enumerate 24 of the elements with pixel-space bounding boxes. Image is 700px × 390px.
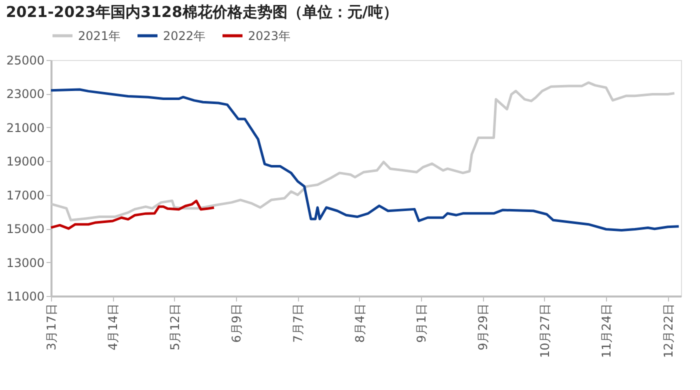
x-tick-label: 5月12日 — [168, 304, 182, 350]
y-tick-label: 13000 — [6, 256, 44, 270]
x-tick-label: 11月24日 — [600, 304, 614, 358]
x-tick-label: 9月29日 — [476, 304, 490, 350]
legend-label: 2022年 — [163, 28, 206, 43]
x-tick-label: 7月7日 — [291, 304, 306, 343]
x-tick-label: 3月17日 — [44, 304, 58, 350]
x-tick-label: 12月22日 — [661, 304, 676, 358]
legend-label: 2023年 — [248, 28, 291, 43]
x-tick-label: 4月14日 — [106, 304, 120, 350]
y-tick-label: 19000 — [6, 154, 44, 169]
y-tick-label: 11000 — [6, 290, 44, 304]
x-tick-label: 9月1日 — [414, 304, 429, 343]
x-tick-label: 10月27日 — [538, 304, 552, 358]
y-tick-label: 17000 — [6, 188, 44, 202]
y-tick-label: 15000 — [6, 222, 44, 236]
chart-title: 2021-2023年国内3128棉花价格走势图（单位：元/吨） — [6, 3, 398, 21]
y-tick-label: 25000 — [6, 54, 44, 68]
x-tick-label: 8月4日 — [352, 304, 367, 343]
y-tick-label: 23000 — [6, 87, 44, 102]
line-series — [50, 200, 216, 230]
x-tick-label: 6月9日 — [230, 304, 244, 343]
legend-label: 2021年 — [78, 28, 121, 43]
y-tick-label: 21000 — [6, 120, 44, 135]
